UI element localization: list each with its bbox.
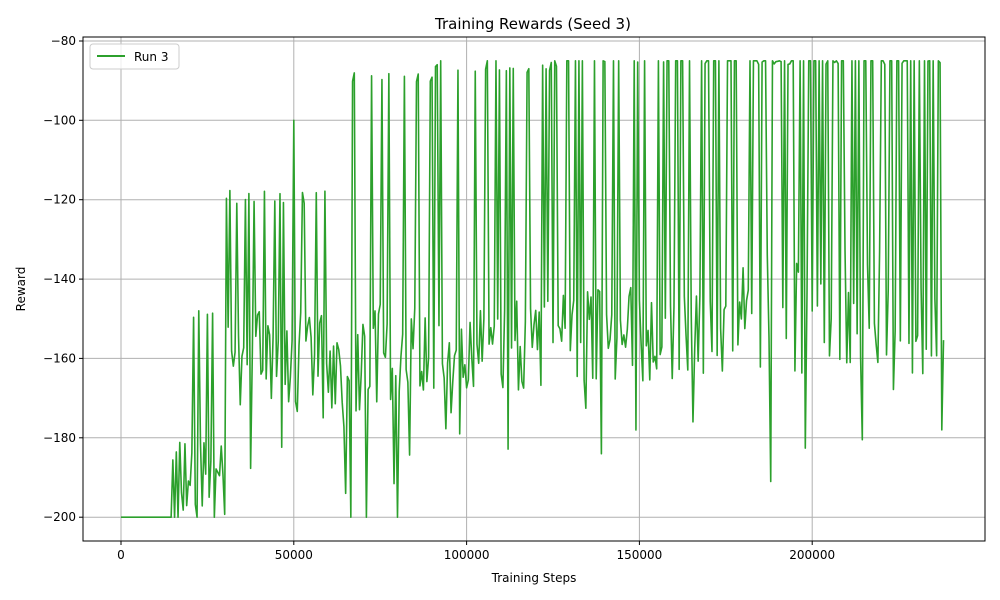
x-tick-label: 150000 (616, 548, 662, 562)
x-tick-label: 200000 (789, 548, 835, 562)
y-axis-label: Reward (14, 267, 28, 312)
y-tick-label: −80 (51, 34, 76, 48)
x-axis: 0 50000 100000 150000 200000 (117, 541, 835, 562)
x-tick-label: 0 (117, 548, 125, 562)
y-tick-label: −180 (43, 431, 76, 445)
legend-label: Run 3 (134, 50, 168, 64)
y-tick-label: −160 (43, 351, 76, 365)
y-tick-label: −140 (43, 272, 76, 286)
legend: Run 3 (89, 43, 180, 70)
x-tick-label: 50000 (275, 548, 313, 562)
series-line-run-3 (121, 60, 945, 518)
y-tick-label: −120 (43, 193, 76, 207)
y-axis: −200 −180 −160 −140 −120 −100 −80 (43, 34, 83, 524)
y-tick-label: −200 (43, 510, 76, 524)
legend-box (89, 43, 180, 70)
grid-lines (83, 37, 985, 541)
chart-title: Training Rewards (Seed 3) (434, 15, 631, 33)
x-tick-label: 100000 (444, 548, 490, 562)
plot-lines (121, 60, 945, 518)
x-axis-label: Training Steps (491, 571, 577, 585)
plot-frame (82, 36, 986, 542)
y-tick-label: −100 (43, 113, 76, 127)
